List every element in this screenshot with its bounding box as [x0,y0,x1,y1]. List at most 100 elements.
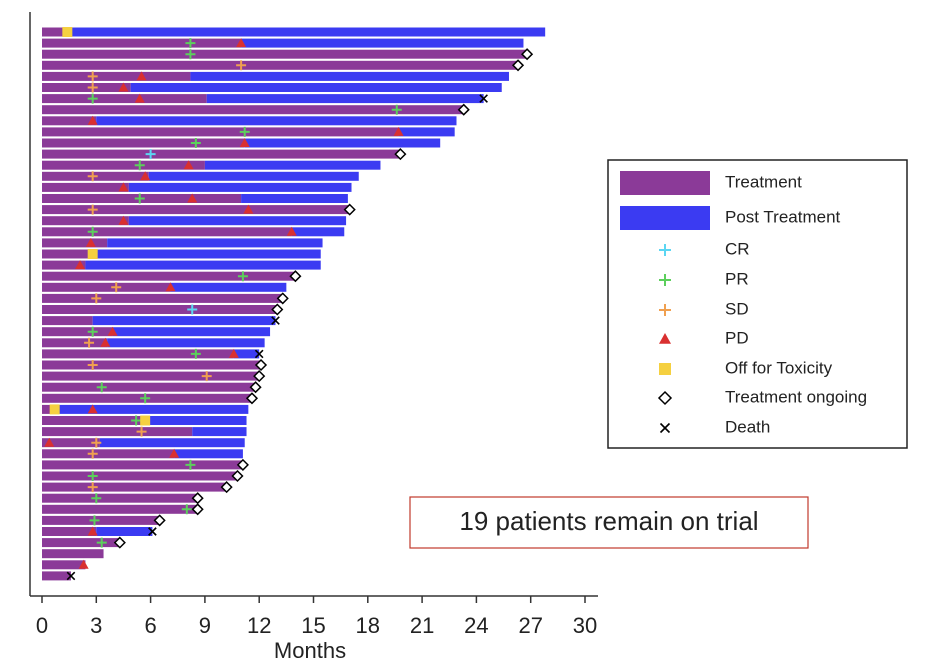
status-marker [148,527,157,536]
post-treatment-bar [128,182,352,192]
event-marker [239,138,250,147]
treatment-bar [42,260,86,270]
legend-symbol [659,363,671,375]
post-treatment-bar [85,260,321,270]
treatment-bar [42,293,283,303]
event-marker [185,38,196,49]
legend-label: Off for Toxicity [725,358,833,377]
x-tick-label: 9 [199,613,211,638]
event-marker [239,126,250,137]
status-marker [253,370,266,383]
x-tick-label: 6 [144,613,156,638]
treatment-bar [42,515,160,525]
treatment-bar [42,271,296,281]
status-marker [249,381,262,394]
event-marker [118,182,129,192]
event-marker [87,82,98,93]
treatment-bar [42,216,129,226]
treatment-bar [42,282,171,292]
treatment-bar [42,504,198,514]
status-marker [343,203,356,216]
event-marker [75,260,86,270]
event-marker [87,326,98,337]
treatment-bar [42,571,71,581]
treatment-bar [42,105,464,115]
x-tick-label: 21 [410,613,434,638]
event-marker [44,437,55,447]
status-marker [276,292,289,305]
event-marker [91,493,102,504]
annotation: 19 patients remain on trial [459,506,758,536]
post-treatment-bar [244,138,441,148]
post-treatment-bar [241,194,348,203]
treatment-bar [42,71,191,81]
event-marker [87,115,98,125]
status-marker [479,94,488,103]
event-marker [140,415,151,426]
status-marker [457,103,470,116]
event-marker [96,382,107,393]
treatment-bar [42,482,227,492]
event-marker [87,471,98,481]
treatment-bar [42,493,198,503]
event-marker [96,537,107,548]
status-marker [245,392,259,405]
event-marker [201,371,212,382]
post-treatment-bar [92,316,276,326]
event-marker [87,93,98,104]
event-marker [187,304,198,315]
legend-label: Post Treatment [725,207,841,226]
event-marker [391,104,402,115]
event-marker [286,226,297,236]
x-tick-label: 24 [464,613,488,638]
status-marker [220,481,233,494]
post-treatment-bar [233,349,260,359]
post-treatment-bar [398,127,455,137]
annotation-box [409,496,809,549]
post-treatment-bar [174,449,243,459]
treatment-bar [42,438,100,448]
x-tick-label: 12 [247,613,271,638]
post-treatment-bar [92,249,321,259]
treatment-bar [42,94,207,104]
event-marker [91,437,102,448]
status-marker [191,492,204,505]
legend-label: CR [725,239,750,258]
treatment-bar [42,305,278,314]
event-marker [87,171,98,182]
event-marker [187,193,198,203]
treatment-bar [42,138,245,148]
status-marker [254,358,268,372]
treatment-bar [42,227,292,237]
treatment-bar [42,38,242,48]
status-marker [153,514,166,527]
event-marker [236,38,247,48]
status-marker [511,59,525,72]
event-marker [136,426,147,437]
post-treatment-bar [96,116,457,126]
status-marker [271,316,280,325]
legend-symbol [659,274,671,286]
post-treatment-bar [99,438,245,448]
event-marker [140,171,151,181]
event-marker [78,559,89,569]
event-marker [107,326,118,336]
treatment-bar [42,471,238,481]
treatment-bar [42,316,93,326]
legend-symbol [659,422,671,434]
post-treatment-bar [241,38,524,48]
event-marker [84,337,95,348]
post-treatment-bar [291,227,345,237]
treatment-bar [42,460,243,470]
event-marker [393,126,404,136]
legend-label: SD [725,299,749,318]
status-marker [271,303,284,316]
event-marker [111,282,122,293]
x-tick-label: 15 [301,613,325,638]
legend-swatch [620,206,710,230]
treatment-bar [42,371,260,381]
treatment-bar [42,149,401,159]
event-marker [190,138,201,148]
